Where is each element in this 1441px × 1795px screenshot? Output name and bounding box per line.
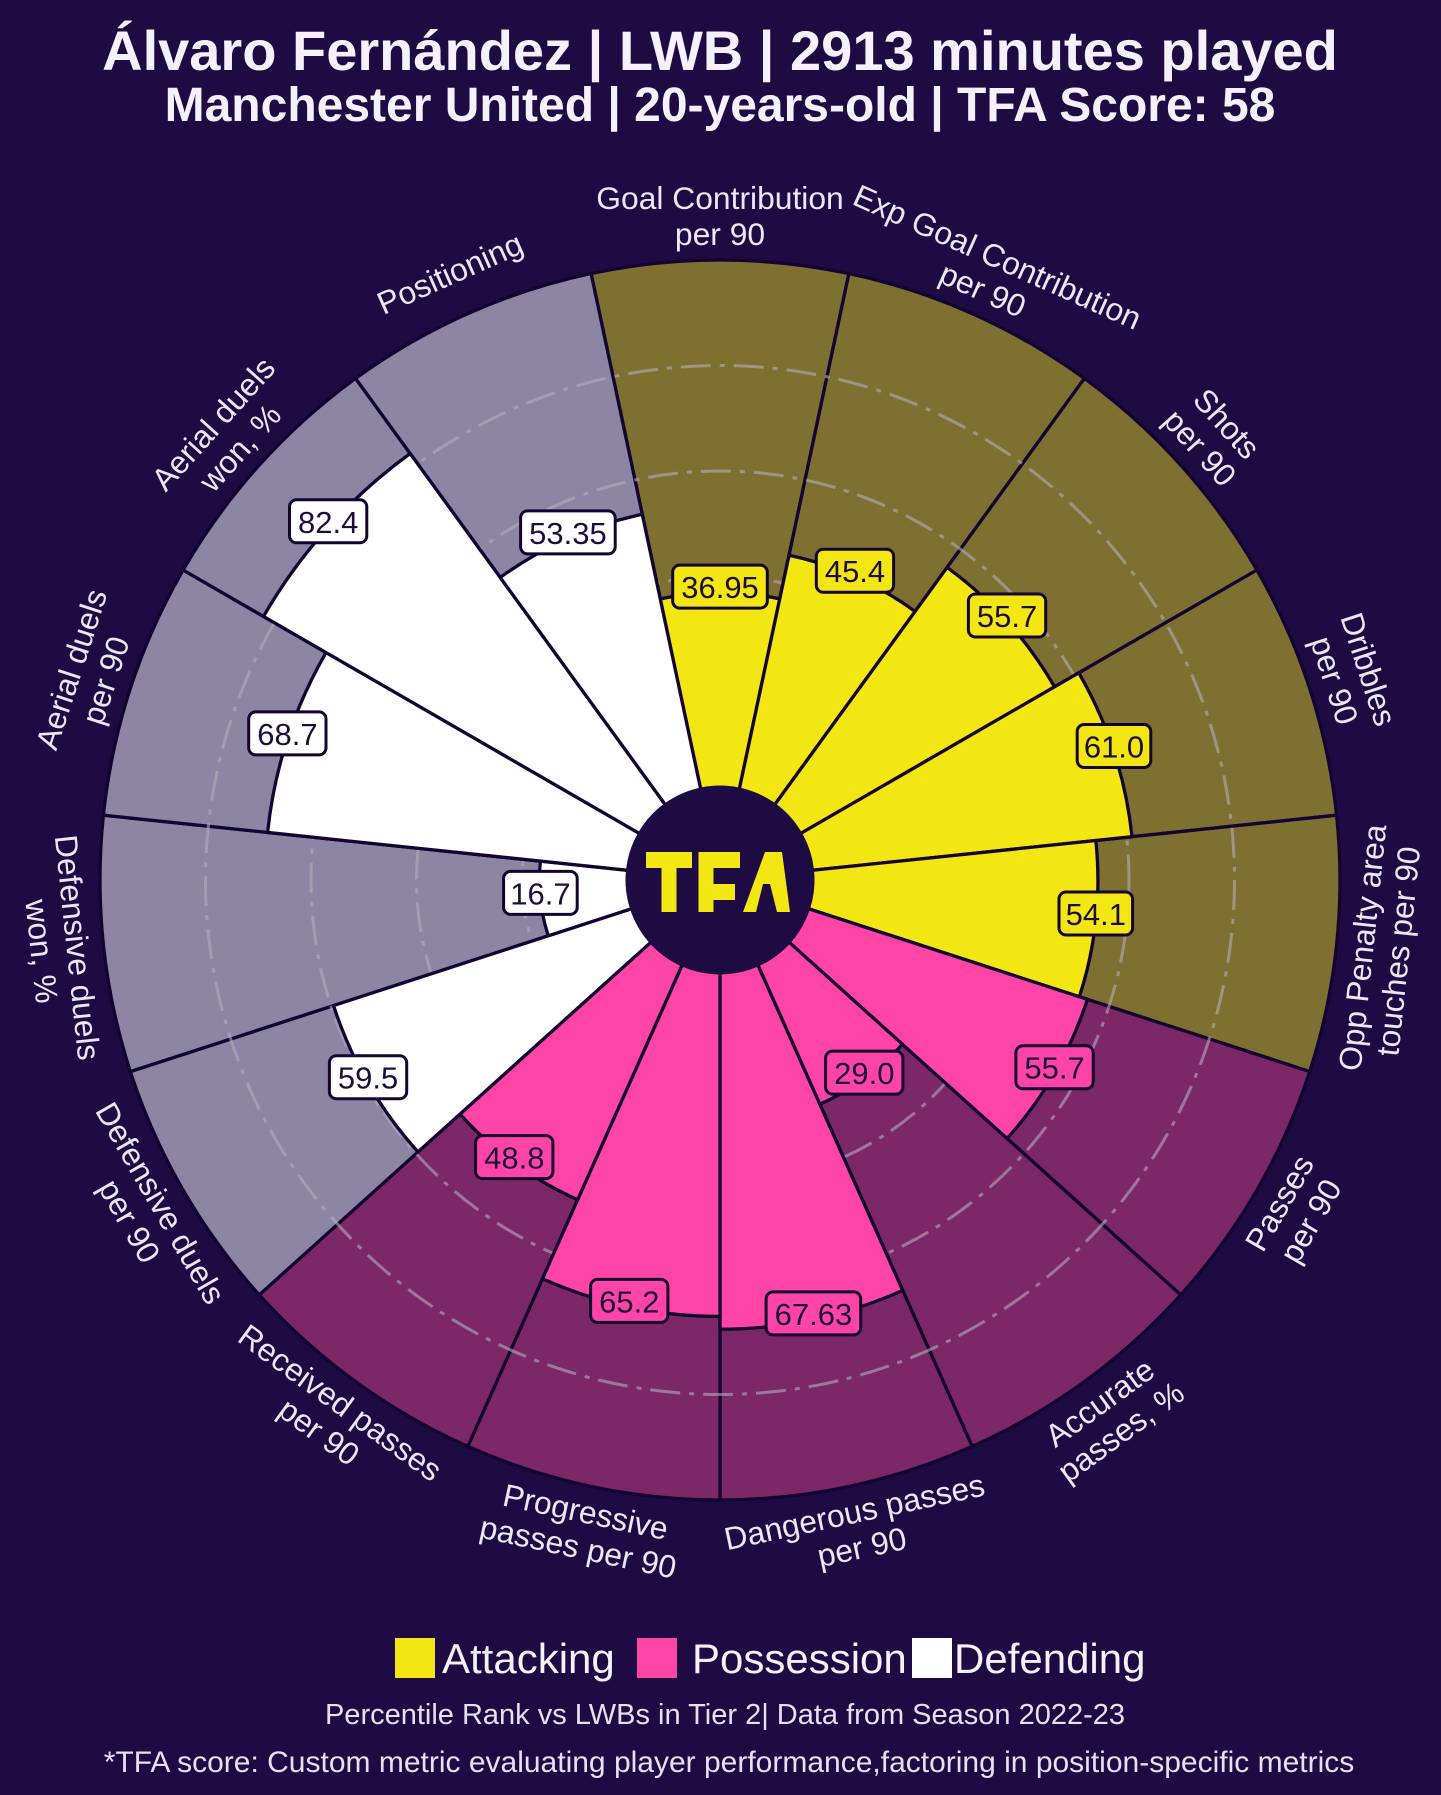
svg-text:54.1: 54.1: [1066, 897, 1126, 932]
svg-text:48.8: 48.8: [484, 1141, 544, 1176]
svg-text:16.7: 16.7: [510, 876, 570, 911]
svg-text:45.4: 45.4: [825, 554, 885, 589]
svg-text:67.63: 67.63: [775, 1297, 853, 1332]
svg-text:Percentile Rank vs LWBs in Tie: Percentile Rank vs LWBs in Tier 2| Data …: [325, 1699, 1125, 1731]
svg-text:82.4: 82.4: [298, 505, 358, 540]
svg-text:Álvaro Fernández | LWB | 2913: Álvaro Fernández | LWB | 2913 minutes pl…: [102, 19, 1338, 83]
svg-text:55.7: 55.7: [1024, 1051, 1084, 1086]
svg-text:Manchester United | 20-years-o: Manchester United | 20-years-old | TFA S…: [165, 79, 1276, 132]
svg-text:68.7: 68.7: [257, 717, 317, 752]
svg-text:59.5: 59.5: [338, 1061, 398, 1096]
svg-text:Possession: Possession: [692, 1635, 907, 1682]
svg-text:Goal Contributionper 90: Goal Contribution per 90: [596, 180, 843, 252]
svg-text:65.2: 65.2: [599, 1284, 659, 1319]
svg-text:36.95: 36.95: [681, 570, 759, 605]
svg-text:*TFA score: Custom metric eval: *TFA score: Custom metric evaluating pla…: [104, 1746, 1355, 1779]
svg-text:61.0: 61.0: [1084, 730, 1144, 765]
svg-text:Defending: Defending: [954, 1635, 1145, 1682]
svg-text:53.35: 53.35: [529, 516, 607, 551]
svg-text:29.0: 29.0: [834, 1056, 894, 1091]
svg-text:55.7: 55.7: [977, 599, 1037, 634]
svg-text:Attacking: Attacking: [442, 1635, 615, 1682]
